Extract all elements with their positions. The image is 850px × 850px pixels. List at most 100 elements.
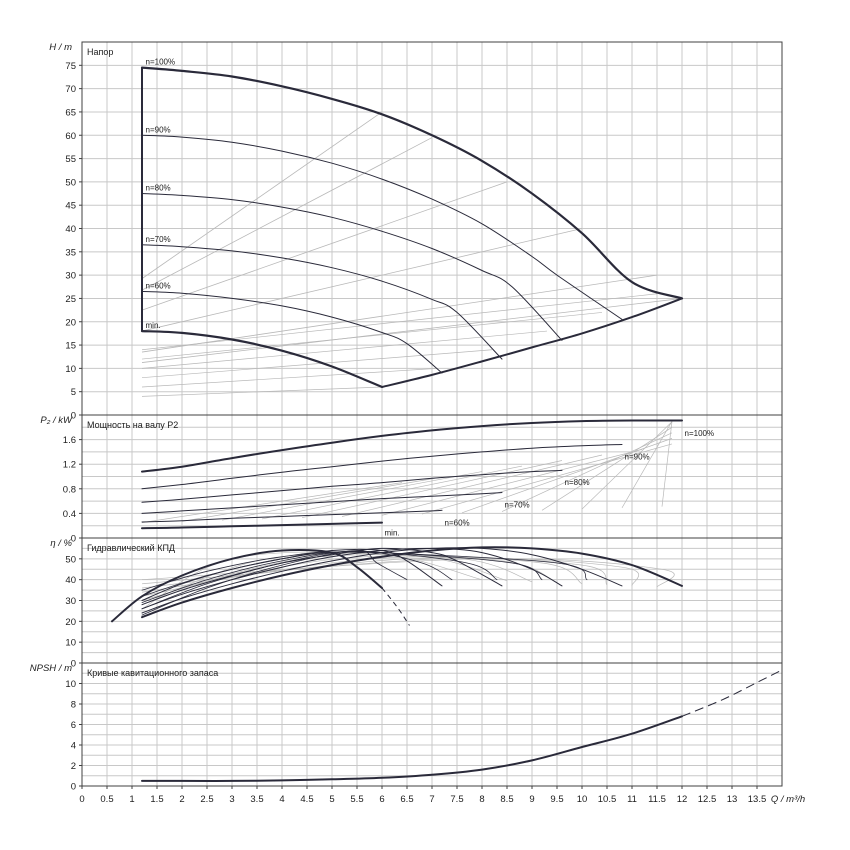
iso-efficiency-line: [141, 298, 683, 363]
head-curve-n-100: [140, 66, 684, 300]
power-curve-n-90: [141, 444, 623, 490]
y-tick-label: 35: [65, 247, 76, 258]
y-tick-label: 0: [71, 659, 76, 670]
x-tick-label: 11: [627, 794, 637, 805]
x-tick-label: 13: [727, 794, 738, 805]
y-tick-label: 0: [71, 411, 76, 422]
y-tick-label: 1.2: [63, 460, 76, 471]
power-helper-line: [181, 476, 443, 522]
x-tick-label: 10: [577, 794, 588, 805]
panel-2: 0 0.4 0.8 1.2 1.6 P₂ / kW Мощность на валу P2 n…: [40, 414, 783, 545]
power-helper-line: [141, 482, 403, 523]
panel-title: Кривые кавитационного запаса: [87, 668, 218, 678]
head-curve-min: [140, 330, 384, 389]
power-helper-line: [301, 460, 563, 519]
y-tick-label: 0: [71, 534, 76, 545]
efficiency-curve-intermediate: [141, 550, 453, 610]
y-tick-label: 8: [71, 700, 76, 711]
x-tick-label: 9.5: [550, 794, 563, 805]
head-curve-n-90: [141, 134, 623, 320]
x-tick-label: 0: [79, 794, 84, 805]
y-tick-label: 1.6: [63, 435, 76, 446]
efficiency-curve-intermediate: [141, 550, 408, 616]
efficiency-curve-n-70: [141, 547, 503, 606]
x-axis-label: Q / m³/h: [771, 794, 805, 805]
x-tick-label: 7: [429, 794, 434, 805]
efficiency-curve-n-80: [141, 547, 563, 610]
power-helper-line: [501, 432, 673, 512]
x-tick-label: 11.5: [648, 794, 666, 805]
power-curve-n-80: [141, 469, 563, 503]
y-tick-label: 30: [65, 271, 76, 282]
x-tick-label: 8.5: [500, 794, 513, 805]
power-speed-label-n-100: n=100%: [685, 429, 715, 438]
efficiency-curve-min: [111, 548, 383, 623]
power-helper-line: [581, 421, 673, 510]
efficiency-curve-n-100: [141, 546, 683, 619]
y-tick-label: 10: [65, 638, 76, 649]
x-tick-label: 13.5: [748, 794, 767, 805]
speed-label-n-80: n=80%: [146, 184, 171, 193]
panel-1: 0 5 10 15 20 25 30 35 40 45 50 55 60 65 70 75 H / m Напор…: [49, 41, 783, 422]
x-tick-label: 9: [529, 794, 534, 805]
x-tick-label: 3.5: [250, 794, 263, 805]
x-tick-label: 1: [129, 794, 134, 805]
y-tick-label: 40: [65, 224, 76, 235]
power-helper-line: [461, 438, 673, 514]
iso-efficiency-line: [141, 137, 433, 291]
x-tick-label: 5.5: [350, 794, 363, 805]
power-helper-line: [541, 427, 673, 511]
y-tick-label: 10: [65, 364, 76, 375]
power-helper-line: [621, 420, 673, 509]
panel-title: Гидравлический КПД: [87, 543, 175, 553]
y-tick-label: 4: [71, 741, 76, 752]
y-tick-label: 40: [65, 575, 76, 586]
envelope-max-flow-edge: [381, 297, 683, 388]
y-tick-label: 50: [65, 554, 76, 565]
x-tick-label: 4.5: [300, 794, 313, 805]
y-tick-label: 6: [71, 720, 76, 731]
power-helper-line: [341, 454, 603, 517]
x-tick-label: 6.5: [400, 794, 413, 805]
power-helper-line: [421, 443, 673, 515]
power-curve-min: [141, 521, 383, 530]
x-tick-label: 3: [229, 794, 234, 805]
y-tick-label: 2: [71, 761, 76, 772]
head-curve-n-80: [141, 193, 563, 341]
iso-efficiency-line: [141, 181, 508, 311]
power-curve-n-70: [141, 492, 503, 514]
power-speed-label-n-60: n=60%: [445, 519, 470, 528]
panel-title: Напор: [87, 47, 113, 57]
efficiency-helper-line: [141, 558, 675, 588]
x-tick-label: 4: [279, 794, 284, 805]
x-tick-label: 2: [179, 794, 184, 805]
x-tick-label: 0.5: [100, 794, 113, 805]
x-axis: 0 0.5 1 1.5 2 2.5 3 3.5 4 4.5 5 5.5 6 6.5 7 7.5 8 8.5 9 9.5…: [79, 786, 805, 805]
y-axis-label: P₂ / kW: [40, 415, 73, 426]
iso-efficiency-line: [141, 330, 548, 369]
power-speed-label-min: min.: [385, 529, 400, 538]
y-tick-label: 20: [65, 317, 76, 328]
y-tick-label: 70: [65, 84, 76, 95]
efficiency-curve-intermediate: [141, 551, 588, 591]
iso-efficiency-line: [141, 349, 493, 379]
iso-efficiency-line: [141, 111, 383, 279]
efficiency-curve-intermediate: [141, 550, 498, 603]
x-tick-label: 2.5: [200, 794, 213, 805]
x-tick-label: 7.5: [450, 794, 463, 805]
y-tick-label: 0.4: [63, 509, 76, 520]
y-tick-label: 0.8: [63, 484, 76, 495]
speed-label-n-70: n=70%: [146, 235, 171, 244]
efficiency-curve-n-60: [141, 548, 443, 601]
x-tick-label: 6: [379, 794, 384, 805]
y-tick-label: 50: [65, 177, 76, 188]
y-tick-label: 15: [65, 341, 76, 352]
speed-label-n-100: n=100%: [146, 58, 176, 67]
power-speed-label-n-90: n=90%: [625, 452, 650, 461]
speed-label-n-90: n=90%: [146, 125, 171, 134]
x-tick-label: 12: [677, 794, 688, 805]
y-tick-label: 5: [71, 387, 76, 398]
y-tick-label: 0: [71, 782, 76, 793]
power-helper-line: [221, 471, 483, 521]
